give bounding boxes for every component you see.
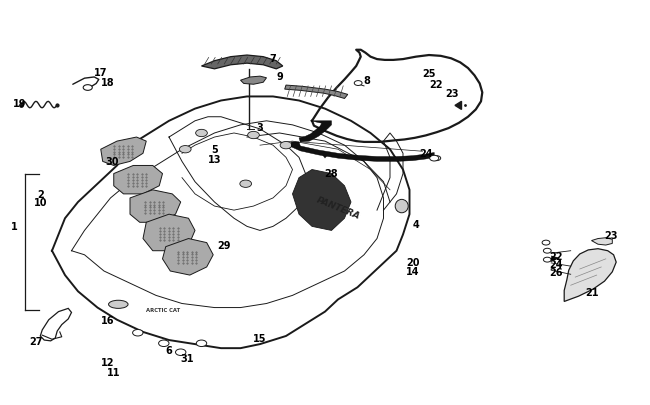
Text: 24: 24 xyxy=(419,149,432,159)
Polygon shape xyxy=(130,190,181,223)
Text: 2: 2 xyxy=(37,190,44,199)
Polygon shape xyxy=(162,239,213,275)
Text: 22: 22 xyxy=(429,80,442,90)
Text: 10: 10 xyxy=(34,198,47,207)
Text: 15: 15 xyxy=(254,333,266,343)
Circle shape xyxy=(433,156,441,161)
Circle shape xyxy=(196,340,207,347)
Text: 23: 23 xyxy=(445,89,458,99)
Text: 6: 6 xyxy=(166,345,172,355)
Text: 25: 25 xyxy=(422,69,436,79)
Text: 23: 23 xyxy=(604,231,617,241)
Text: 26: 26 xyxy=(549,267,562,277)
Circle shape xyxy=(542,241,550,245)
Circle shape xyxy=(354,81,362,86)
Polygon shape xyxy=(291,143,434,162)
Text: 30: 30 xyxy=(105,157,118,167)
Text: 24: 24 xyxy=(549,259,562,269)
Polygon shape xyxy=(292,170,351,231)
Text: 11: 11 xyxy=(107,367,120,377)
Polygon shape xyxy=(299,122,332,143)
Text: 5: 5 xyxy=(211,145,218,155)
Text: PANTERA: PANTERA xyxy=(315,195,361,221)
Text: 27: 27 xyxy=(29,336,42,346)
Polygon shape xyxy=(455,102,461,110)
Circle shape xyxy=(196,130,207,137)
Polygon shape xyxy=(592,238,612,245)
Polygon shape xyxy=(202,56,283,70)
Circle shape xyxy=(543,249,551,254)
Text: 14: 14 xyxy=(406,266,419,276)
Text: 12: 12 xyxy=(101,358,114,367)
Ellipse shape xyxy=(109,301,128,309)
Circle shape xyxy=(133,330,143,336)
Polygon shape xyxy=(240,77,266,85)
Text: 8: 8 xyxy=(364,76,370,86)
Circle shape xyxy=(248,132,259,139)
Text: 31: 31 xyxy=(181,354,194,363)
Circle shape xyxy=(176,349,186,356)
Circle shape xyxy=(543,258,551,262)
Polygon shape xyxy=(143,215,195,251)
Polygon shape xyxy=(564,249,616,302)
Text: 17: 17 xyxy=(94,68,107,78)
Text: ARCTIC CAT: ARCTIC CAT xyxy=(146,307,181,312)
Text: 19: 19 xyxy=(13,98,26,108)
Polygon shape xyxy=(321,154,329,159)
Polygon shape xyxy=(52,97,410,348)
Text: 20: 20 xyxy=(406,258,419,267)
Text: 29: 29 xyxy=(218,240,231,250)
Text: 21: 21 xyxy=(585,288,598,297)
Text: 28: 28 xyxy=(325,168,338,178)
Circle shape xyxy=(430,156,439,162)
Text: 13: 13 xyxy=(208,155,221,165)
Text: 1: 1 xyxy=(11,222,18,232)
Text: 3: 3 xyxy=(257,123,263,132)
Circle shape xyxy=(179,146,191,153)
Text: 4: 4 xyxy=(413,220,419,230)
Circle shape xyxy=(280,142,292,149)
Polygon shape xyxy=(285,86,348,99)
Polygon shape xyxy=(312,51,482,143)
Circle shape xyxy=(83,85,92,91)
Text: 16: 16 xyxy=(101,315,114,325)
Text: 7: 7 xyxy=(270,54,276,64)
Polygon shape xyxy=(114,166,162,194)
Circle shape xyxy=(240,181,252,188)
Polygon shape xyxy=(551,256,560,261)
Polygon shape xyxy=(101,138,146,166)
Ellipse shape xyxy=(395,200,408,213)
Text: 22: 22 xyxy=(549,251,562,261)
Text: 9: 9 xyxy=(276,72,283,82)
Circle shape xyxy=(159,340,169,347)
Text: 18: 18 xyxy=(101,78,114,87)
